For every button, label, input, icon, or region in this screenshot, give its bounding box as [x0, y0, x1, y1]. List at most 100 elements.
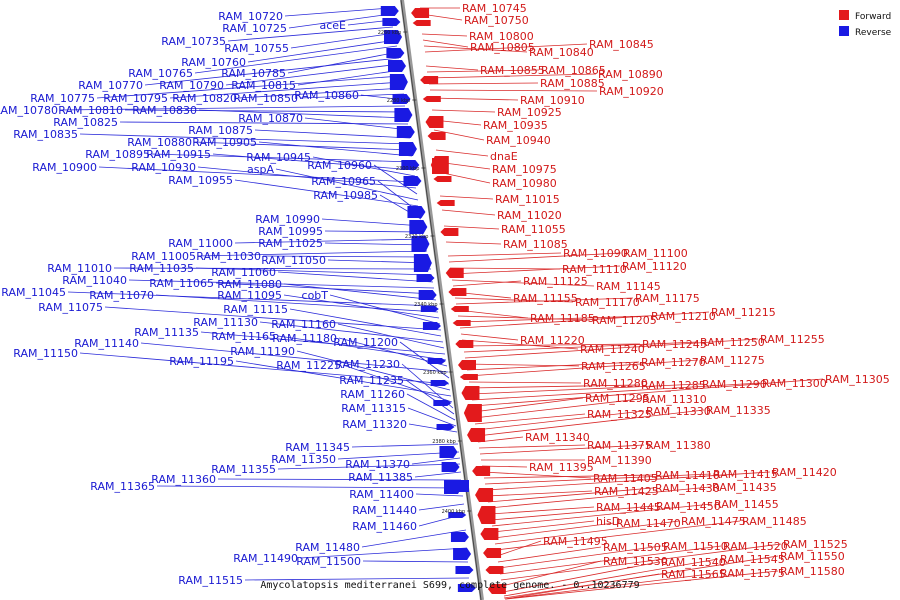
reverse-leader-line	[321, 218, 424, 227]
reverse-gene-arrow	[422, 322, 441, 330]
reverse-gene-label: RAM_11180	[272, 332, 337, 345]
reverse-leader-line	[342, 364, 453, 403]
forward-gene-label: RAM_11380	[646, 439, 711, 452]
forward-leader-line	[490, 505, 655, 521]
forward-leader-line	[472, 378, 824, 407]
forward-gene-label: RAM_11020	[497, 209, 562, 222]
forward-leader-line	[456, 309, 529, 319]
reverse-gene-label: RAM_11235	[339, 374, 404, 387]
forward-leader-line	[454, 297, 574, 303]
forward-leader-line	[448, 252, 622, 263]
forward-gene-label: RAM_11495	[543, 535, 608, 548]
forward-leader-line	[430, 97, 519, 101]
reverse-gene-label: RAM_11080	[217, 278, 282, 291]
reverse-gene-label: RAM_10900	[32, 161, 97, 174]
forward-gene-label: RAM_10750	[464, 14, 529, 27]
forward-leader-line	[479, 444, 645, 455]
reverse-gene-label: aspA	[247, 163, 274, 176]
reverse-leader-line	[200, 331, 446, 355]
forward-leader-line	[455, 297, 634, 305]
reverse-gene-arrow	[403, 176, 422, 186]
reverse-gene-label: RAM_11070	[89, 289, 154, 302]
forward-gene-label: RAM_11310	[642, 393, 707, 406]
reverse-leader-line	[169, 81, 403, 99]
forward-gene-label: RAM_11580	[780, 565, 845, 578]
forward-gene-label: RAM_11100	[623, 247, 688, 260]
reverse-gene-label: RAM_11150	[13, 347, 78, 360]
forward-leader-line	[433, 129, 485, 141]
forward-gene-label: RAM_11340	[525, 431, 590, 444]
forward-gene-label: RAM_11550	[780, 550, 845, 563]
forward-leader-line	[475, 410, 645, 431]
reverse-gene-label: RAM_11200	[333, 336, 398, 349]
forward-leader-line	[466, 361, 640, 371]
forward-gene-label: RAM_10745	[462, 2, 527, 15]
reverse-leader-line	[373, 164, 418, 195]
scale-tick-label: 2400 kbp	[442, 509, 466, 515]
reverse-gene-label: RAM_11135	[134, 326, 199, 339]
reverse-gene-label: RAM_10860	[294, 89, 359, 102]
forward-leader-line	[464, 338, 759, 359]
forward-leader-line	[504, 573, 660, 600]
reverse-leader-line	[277, 271, 434, 283]
legend-swatch	[839, 26, 849, 36]
forward-gene-label: RAM_11470	[616, 517, 681, 530]
reverse-leader-line	[411, 457, 461, 465]
forward-gene-label: RAM_11510	[663, 540, 728, 553]
reverse-leader-line	[156, 485, 463, 489]
scale-tick-label: 2360 kbp	[423, 370, 447, 376]
forward-gene-label: RAM_11540	[661, 556, 726, 569]
reverse-gene-label: RAM_11065	[149, 277, 214, 290]
forward-gene-label: RAM_10920	[599, 85, 664, 98]
scale-tick-label: 2320 kbp	[405, 234, 429, 240]
reverse-leader-line	[197, 250, 428, 257]
reverse-leader-line	[408, 423, 458, 433]
forward-leader-line	[427, 73, 597, 79]
reverse-leader-line	[151, 153, 414, 163]
forward-gene-arrow	[445, 268, 464, 278]
forward-gene-arrow	[411, 8, 430, 18]
forward-gene-arrow	[459, 374, 478, 380]
reverse-gene-arrow	[394, 108, 413, 122]
forward-leader-line	[491, 503, 713, 527]
forward-gene-label: RAM_11305	[825, 373, 890, 386]
forward-leader-line	[424, 43, 588, 53]
reverse-gene-label: RAM_10955	[168, 174, 233, 187]
reverse-gene-label: RAM_11260	[340, 388, 405, 401]
reverse-gene-label: RAM_10815	[231, 79, 296, 92]
forward-gene-label: RAM_11170	[575, 296, 640, 309]
forward-gene-label: RAM_11185	[530, 312, 595, 325]
legend-label: Reverse	[855, 28, 892, 38]
reverse-leader-line	[98, 166, 416, 183]
reverse-leader-line	[234, 238, 426, 244]
forward-leader-line	[482, 471, 592, 479]
forward-leader-line	[485, 471, 771, 491]
reverse-leader-line	[362, 560, 469, 563]
forward-leader-line	[428, 82, 539, 85]
forward-gene-label: RAM_11145	[596, 280, 661, 293]
forward-leader-line	[460, 333, 519, 341]
reverse-gene-arrow	[433, 400, 452, 406]
reverse-gene-label: RAM_11370	[345, 458, 410, 471]
reverse-gene-arrow	[382, 18, 401, 26]
reverse-leader-line	[289, 308, 442, 337]
reverse-gene-label: RAM_10810	[58, 104, 123, 117]
reverse-leader-line	[197, 166, 417, 189]
reverse-gene-arrow	[409, 220, 428, 234]
forward-leader-line	[429, 89, 598, 92]
reverse-leader-line	[234, 179, 419, 207]
reverse-leader-line	[327, 259, 431, 264]
forward-leader-line	[505, 570, 779, 600]
reverse-gene-label: RAM_10945	[246, 151, 311, 164]
forward-leader-line	[502, 561, 660, 593]
reverse-leader-line	[337, 451, 460, 460]
forward-gene-label: RAM_11290	[702, 378, 767, 391]
forward-leader-line	[462, 343, 641, 347]
forward-leader-line	[447, 252, 562, 257]
forward-gene-label: RAM_11265	[581, 360, 646, 373]
forward-gene-label: RAM_11245	[642, 338, 707, 351]
forward-leader-line	[501, 560, 602, 587]
reverse-gene-label: cobT	[302, 289, 329, 302]
reverse-gene-label: RAM_10990	[255, 213, 320, 226]
